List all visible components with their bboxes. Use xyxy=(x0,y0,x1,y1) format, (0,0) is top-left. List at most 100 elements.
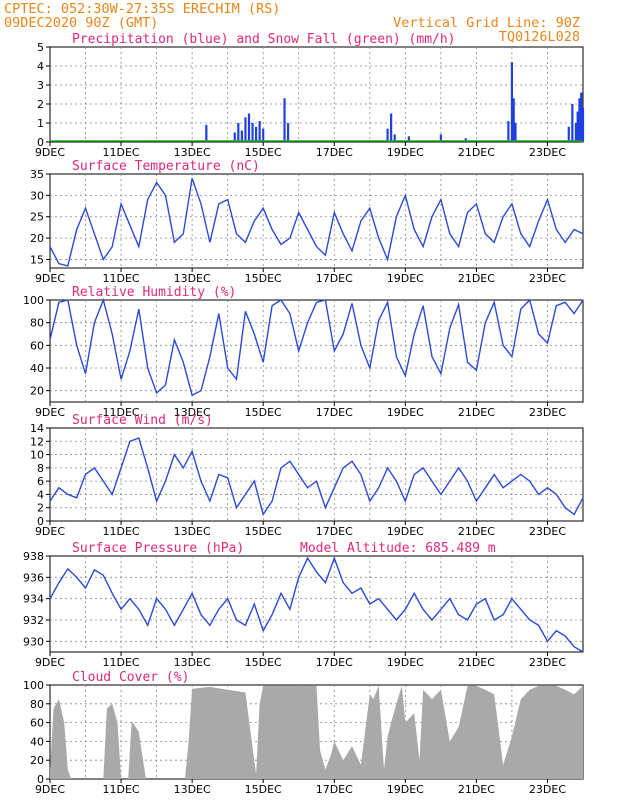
precip-bar xyxy=(262,128,265,142)
rh-title: Relative Humidity (%) xyxy=(72,285,236,300)
precip-bar xyxy=(244,117,247,142)
x-tick-label: 17DEC xyxy=(316,146,353,159)
temp-panel: 15 20 25 30 35 9DEC 11DEC 13DEC 15DEC 17DEC 19DEC 2… xyxy=(30,159,584,285)
y-tick-label: 14 xyxy=(30,422,44,435)
cloud-cover-area xyxy=(50,685,583,779)
y-tick-label: 60 xyxy=(30,717,44,730)
precip-bar xyxy=(567,126,570,142)
temp-series-line xyxy=(49,178,584,267)
x-tick-label: 21DEC xyxy=(458,146,495,159)
cloud-panel: 0 20 40 60 80 100 9DEC 11DEC 13DEC 15DEC 17DEC 19DE… xyxy=(23,670,584,796)
y-tick-label: 1 xyxy=(37,117,44,130)
x-tick-label: 9DEC xyxy=(35,783,65,796)
y-tick-label: 20 xyxy=(30,385,44,398)
header-station: CPTEC: 052:30W-27:35S ERECHIM (RS) xyxy=(4,1,280,17)
y-tick-label: 3 xyxy=(37,79,44,92)
cloud-title: Cloud Cover (%) xyxy=(72,670,189,685)
x-tick-label: 23DEC xyxy=(529,656,566,669)
y-tick-label: 10 xyxy=(30,449,44,462)
precip-bar xyxy=(578,98,581,142)
precip-bar xyxy=(580,92,583,142)
x-tick-label: 9DEC xyxy=(35,406,65,419)
rh-panel: 20 40 60 80 100 9DEC 11DEC 13DEC 15DEC 17DEC 19DEC… xyxy=(23,285,584,419)
plot-frame xyxy=(49,173,584,269)
y-tick-label: 30 xyxy=(30,189,44,202)
y-tick-label: 0 xyxy=(37,136,44,149)
x-tick-label: 9DEC xyxy=(35,146,65,159)
x-tick-label: 15DEC xyxy=(245,146,282,159)
precip-bar xyxy=(393,134,396,142)
y-tick-label: 20 xyxy=(30,754,44,767)
precip-bar xyxy=(237,123,240,142)
header-grid-note: Vertical Grid Line: 90Z xyxy=(393,15,580,31)
x-tick-label: 17DEC xyxy=(316,272,353,285)
x-tick-label: 21DEC xyxy=(458,406,495,419)
y-tick-label: 6 xyxy=(37,475,44,488)
x-tick-label: 19DEC xyxy=(387,783,424,796)
y-tick-label: 4 xyxy=(37,60,44,73)
precip-bar xyxy=(512,98,515,142)
y-tick-label: 930 xyxy=(23,635,44,648)
model-altitude-label: Model Altitude: 685.489 m xyxy=(300,541,496,556)
temp-title: Surface Temperature (nC) xyxy=(72,159,260,174)
y-tick-label: 2 xyxy=(37,98,44,111)
x-tick-label: 13DEC xyxy=(174,525,211,538)
precip-bar xyxy=(507,121,510,142)
plot-frame xyxy=(49,427,584,522)
x-tick-label: 13DEC xyxy=(174,783,211,796)
y-tick-label: 4 xyxy=(37,488,44,501)
precip-bar xyxy=(254,126,258,142)
precip-bar xyxy=(514,123,517,142)
x-tick-label: 21DEC xyxy=(458,272,495,285)
rh-series-line xyxy=(49,297,584,397)
precip-title: Precipitation (blue) and Snow Fall (gree… xyxy=(72,32,456,47)
precip-bar xyxy=(286,123,290,142)
x-tick-label: 21DEC xyxy=(458,656,495,669)
x-tick-label: 19DEC xyxy=(387,146,424,159)
y-tick-label: 80 xyxy=(30,698,44,711)
precip-bar xyxy=(581,107,585,142)
x-tick-label: 21DEC xyxy=(458,783,495,796)
precip-bar xyxy=(439,134,442,142)
x-tick-label: 13DEC xyxy=(174,656,211,669)
y-tick-label: 25 xyxy=(30,211,44,224)
x-tick-label: 9DEC xyxy=(35,656,65,669)
wind-series-line xyxy=(49,437,584,517)
y-tick-label: 15 xyxy=(30,253,44,266)
pressure-series-line xyxy=(49,556,584,653)
y-tick-label: 60 xyxy=(30,339,44,352)
x-tick-label: 11DEC xyxy=(103,406,140,419)
x-tick-label: 17DEC xyxy=(316,406,353,419)
x-tick-label: 17DEC xyxy=(316,783,353,796)
x-tick-label: 21DEC xyxy=(458,525,495,538)
y-tick-label: 40 xyxy=(30,735,44,748)
x-tick-label: 11DEC xyxy=(103,525,140,538)
y-tick-label: 934 xyxy=(23,593,44,606)
y-tick-label: 932 xyxy=(23,614,44,627)
x-tick-label: 19DEC xyxy=(387,656,424,669)
y-tick-label: 80 xyxy=(30,317,44,330)
x-tick-label: 11DEC xyxy=(103,656,140,669)
precip-bar xyxy=(251,123,254,142)
pressure-title: Surface Pressure (hPa) xyxy=(72,541,244,556)
precip-bar xyxy=(510,62,514,143)
x-tick-label: 17DEC xyxy=(316,656,353,669)
precip-bar xyxy=(240,130,243,142)
y-tick-label: 0 xyxy=(37,515,44,528)
y-tick-label: 12 xyxy=(30,435,44,448)
x-tick-label: 23DEC xyxy=(529,272,566,285)
x-tick-label: 23DEC xyxy=(529,525,566,538)
precip-bar xyxy=(574,123,577,142)
header-run-code: TQ0126L028 xyxy=(499,29,580,45)
precip-bar xyxy=(571,104,574,142)
precip-bar xyxy=(390,113,393,142)
plot-frame xyxy=(49,299,584,403)
x-tick-label: 15DEC xyxy=(245,272,282,285)
y-tick-label: 936 xyxy=(23,571,44,584)
precip-bar xyxy=(233,132,236,142)
x-tick-label: 15DEC xyxy=(245,783,282,796)
pressure-panel: 930 932 934 936 938 9DEC 11DEC 13DEC 15DEC 17DEC 1… xyxy=(23,541,584,669)
precip-bar xyxy=(386,128,389,142)
x-tick-label: 15DEC xyxy=(245,656,282,669)
